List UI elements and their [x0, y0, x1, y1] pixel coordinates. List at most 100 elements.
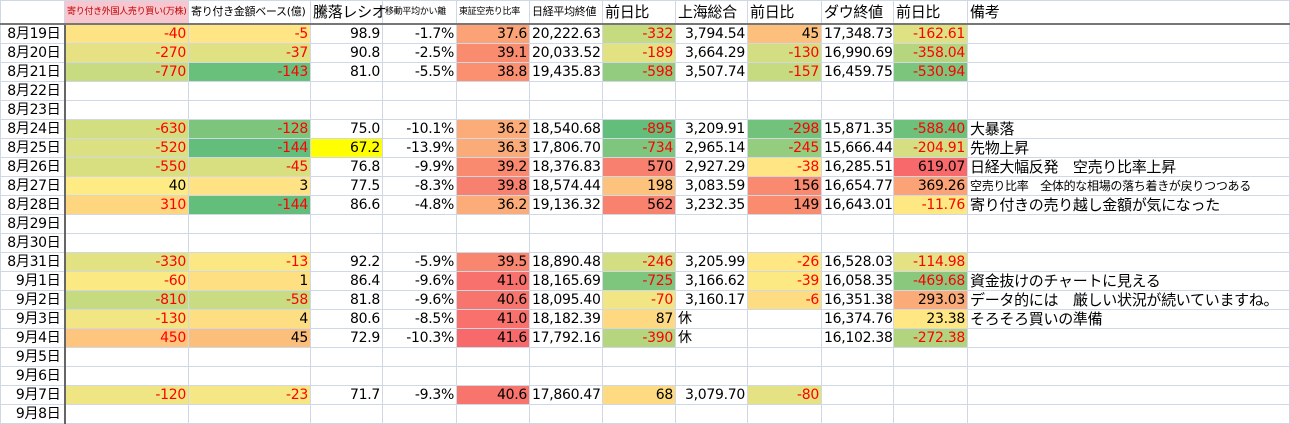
cell-advance-decline-ratio[interactable]: 72.9: [310, 328, 383, 348]
cell-dow-close[interactable]: 16,990.69: [821, 43, 894, 63]
cell-nikkei-close[interactable]: [529, 233, 603, 253]
cell-nikkei-close[interactable]: 20,033.52: [529, 43, 603, 63]
cell-amount-base[interactable]: [188, 100, 311, 120]
cell-dow-close[interactable]: 16,459.75: [821, 62, 894, 82]
cell-dow-close[interactable]: 17,348.73: [821, 23, 894, 44]
cell-nikkei-close[interactable]: [529, 404, 603, 424]
cell-ma-deviation[interactable]: [382, 233, 457, 253]
cell-foreign-trades[interactable]: -330: [64, 252, 189, 272]
row-date[interactable]: 9月7日: [0, 385, 66, 405]
cell-shanghai-change[interactable]: -245: [747, 138, 822, 158]
cell-ma-deviation[interactable]: -9.9%: [382, 157, 457, 177]
cell-dow-change[interactable]: [893, 100, 968, 120]
cell-shanghai[interactable]: [675, 214, 748, 234]
header-dow-change[interactable]: 前日比: [893, 0, 968, 25]
cell-nikkei-change[interactable]: [602, 81, 676, 101]
cell-dow-close[interactable]: 16,285.51: [821, 157, 894, 177]
cell-nikkei-change[interactable]: -598: [602, 62, 676, 82]
row-date[interactable]: 9月3日: [0, 309, 66, 329]
cell-amount-base[interactable]: -144: [188, 195, 311, 215]
cell-notes[interactable]: 資金抜けのチャートに見える: [967, 271, 1290, 291]
cell-dow-change[interactable]: -588.40: [893, 119, 968, 139]
cell-advance-decline-ratio[interactable]: 80.6: [310, 309, 383, 329]
cell-advance-decline-ratio[interactable]: 75.0: [310, 119, 383, 139]
cell-foreign-trades[interactable]: [64, 233, 189, 253]
cell-ma-deviation[interactable]: -10.1%: [382, 119, 457, 139]
header-amount-base[interactable]: 寄り付き金額ベース(億): [188, 0, 311, 25]
header-nikkei-close[interactable]: 日経平均終値: [529, 0, 603, 25]
cell-short-sell-ratio[interactable]: [456, 404, 530, 424]
corner-cell[interactable]: [0, 0, 65, 25]
row-date[interactable]: 8月26日: [0, 157, 66, 177]
cell-dow-change[interactable]: -469.68: [893, 271, 968, 291]
cell-dow-close[interactable]: 16,643.01: [821, 195, 894, 215]
cell-foreign-trades[interactable]: [64, 404, 189, 424]
cell-notes[interactable]: [967, 23, 1290, 44]
cell-nikkei-change[interactable]: 198: [602, 176, 676, 196]
cell-nikkei-change[interactable]: 87: [602, 309, 676, 329]
cell-amount-base[interactable]: -143: [188, 62, 311, 82]
cell-advance-decline-ratio[interactable]: [310, 347, 383, 367]
cell-shanghai[interactable]: 休: [675, 309, 748, 329]
cell-dow-change[interactable]: [893, 366, 968, 386]
cell-nikkei-close[interactable]: 18,890.48: [529, 252, 603, 272]
cell-nikkei-close[interactable]: [529, 366, 603, 386]
cell-amount-base[interactable]: -45: [188, 157, 311, 177]
cell-ma-deviation[interactable]: -2.5%: [382, 43, 457, 63]
cell-nikkei-close[interactable]: 18,095.40: [529, 290, 603, 310]
row-date[interactable]: 8月27日: [0, 176, 66, 196]
cell-shanghai[interactable]: 3,794.54: [675, 23, 748, 44]
cell-foreign-trades[interactable]: [64, 366, 189, 386]
cell-short-sell-ratio[interactable]: 36.3: [456, 138, 530, 158]
cell-foreign-trades[interactable]: -520: [64, 138, 189, 158]
cell-short-sell-ratio[interactable]: 36.2: [456, 119, 530, 139]
cell-foreign-trades[interactable]: -550: [64, 157, 189, 177]
cell-short-sell-ratio[interactable]: 39.5: [456, 252, 530, 272]
cell-foreign-trades[interactable]: 450: [64, 328, 189, 348]
cell-shanghai-change[interactable]: [747, 100, 822, 120]
cell-short-sell-ratio[interactable]: [456, 81, 530, 101]
cell-nikkei-close[interactable]: 17,860.47: [529, 385, 603, 405]
header-dow-close[interactable]: ダウ終値: [821, 0, 894, 25]
cell-dow-change[interactable]: -530.94: [893, 62, 968, 82]
cell-short-sell-ratio[interactable]: [456, 100, 530, 120]
cell-nikkei-change[interactable]: [602, 233, 676, 253]
cell-amount-base[interactable]: [188, 233, 311, 253]
cell-nikkei-close[interactable]: 18,165.69: [529, 271, 603, 291]
cell-shanghai[interactable]: 3,166.62: [675, 271, 748, 291]
cell-dow-close[interactable]: [821, 385, 894, 405]
cell-nikkei-close[interactable]: 17,792.16: [529, 328, 603, 348]
header-nikkei-change[interactable]: 前日比: [602, 0, 676, 25]
cell-dow-change[interactable]: -114.98: [893, 252, 968, 272]
cell-amount-base[interactable]: [188, 347, 311, 367]
cell-nikkei-close[interactable]: [529, 214, 603, 234]
cell-foreign-trades[interactable]: -60: [64, 271, 189, 291]
cell-ma-deviation[interactable]: -5.5%: [382, 62, 457, 82]
row-date[interactable]: 8月29日: [0, 214, 66, 234]
cell-foreign-trades[interactable]: -120: [64, 385, 189, 405]
row-date[interactable]: 9月5日: [0, 347, 66, 367]
cell-shanghai[interactable]: [675, 366, 748, 386]
cell-advance-decline-ratio[interactable]: 86.4: [310, 271, 383, 291]
cell-ma-deviation[interactable]: [382, 81, 457, 101]
cell-amount-base[interactable]: -58: [188, 290, 311, 310]
cell-foreign-trades[interactable]: [64, 81, 189, 101]
cell-foreign-trades[interactable]: -810: [64, 290, 189, 310]
cell-notes[interactable]: [967, 43, 1290, 63]
row-date[interactable]: 9月8日: [0, 404, 66, 424]
cell-dow-change[interactable]: [893, 347, 968, 367]
cell-notes[interactable]: [967, 328, 1290, 348]
cell-shanghai-change[interactable]: [747, 404, 822, 424]
row-date[interactable]: 9月6日: [0, 366, 66, 386]
cell-ma-deviation[interactable]: -9.3%: [382, 385, 457, 405]
cell-short-sell-ratio[interactable]: 38.8: [456, 62, 530, 82]
cell-notes[interactable]: [967, 347, 1290, 367]
cell-notes[interactable]: [967, 366, 1290, 386]
cell-shanghai[interactable]: 3,083.59: [675, 176, 748, 196]
cell-nikkei-change[interactable]: 570: [602, 157, 676, 177]
cell-notes[interactable]: [967, 100, 1290, 120]
cell-advance-decline-ratio[interactable]: 81.0: [310, 62, 383, 82]
header-shanghai-change[interactable]: 前日比: [747, 0, 822, 25]
cell-notes[interactable]: [967, 233, 1290, 253]
cell-foreign-trades[interactable]: -630: [64, 119, 189, 139]
